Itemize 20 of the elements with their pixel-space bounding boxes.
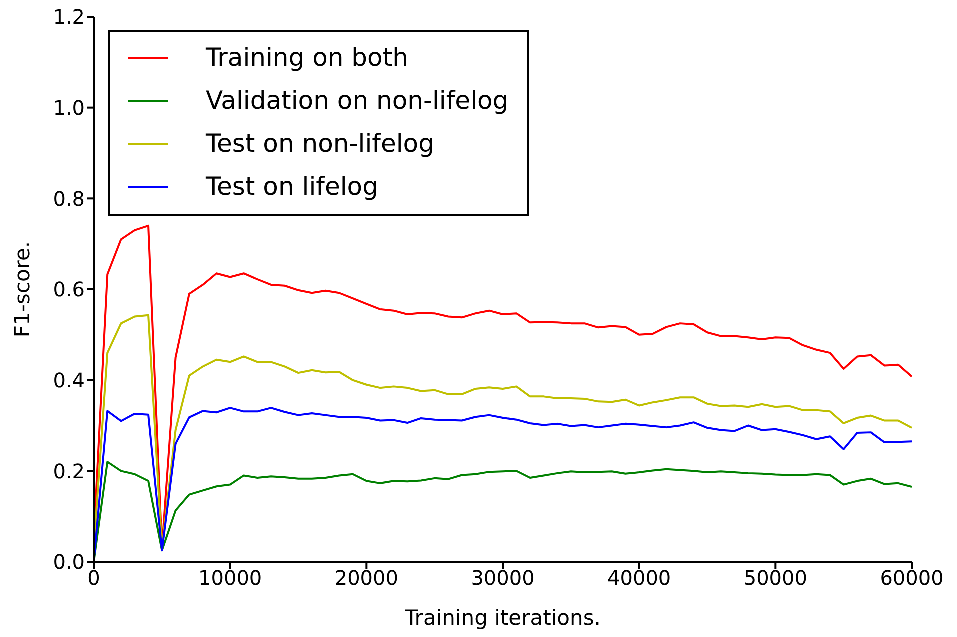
x-tick-label: 60000 <box>880 566 944 590</box>
y-tick-label: 0.2 <box>53 459 85 484</box>
y-tick-label: 1.2 <box>53 5 85 30</box>
x-tick-label: 20000 <box>334 566 398 590</box>
x-axis-title: Training iterations. <box>404 606 601 630</box>
x-tick-label: 0 <box>88 566 100 590</box>
legend-label: Test on non-lifelog <box>206 129 434 158</box>
y-tick-label: 0.4 <box>53 368 85 392</box>
y-tick-label: 1.0 <box>53 96 85 120</box>
y-tick-label: 0.0 <box>53 550 85 574</box>
legend-label: Training on both <box>206 43 408 72</box>
x-tick-label: 40000 <box>608 566 672 590</box>
y-axis-title: F1-score. <box>10 241 34 338</box>
y-tick-label: 0.8 <box>53 186 85 211</box>
x-tick-label: 30000 <box>471 566 535 590</box>
x-tick-label: 10000 <box>198 566 262 590</box>
x-tick-label: 50000 <box>744 566 808 590</box>
y-tick-label: 0.6 <box>53 278 85 302</box>
legend-label: Test on lifelog <box>206 172 378 201</box>
legend-label: Validation on non-lifelog <box>206 86 509 115</box>
